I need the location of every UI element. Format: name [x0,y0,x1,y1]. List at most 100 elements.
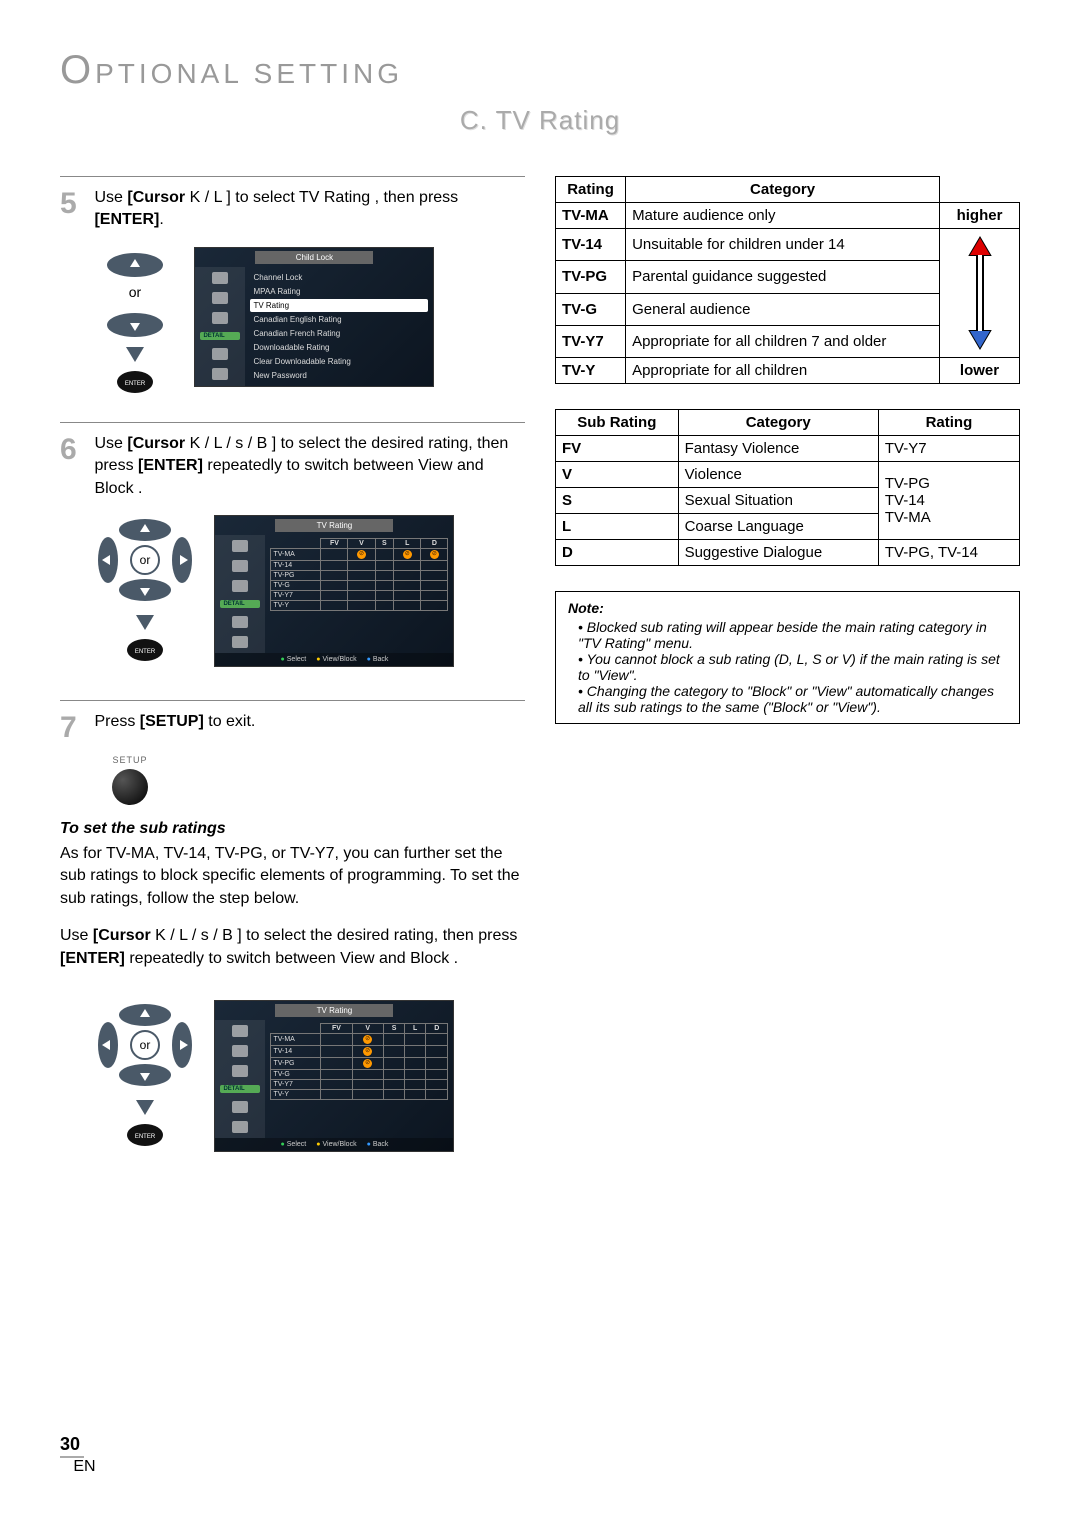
page-number-value: 30 [60,1434,84,1458]
osd1-item: Canadian French Rating [250,327,428,340]
step-7-text: Press [SETUP] to exit. [94,711,524,733]
header-rest: PTIONAL SETTING [95,58,403,89]
table-row: Appropriate for all children 7 and older [626,325,940,357]
osd2-grid: FV V S L D TV-MA⊘⊘⊘ TV-14 TV-PG [265,535,453,653]
svg-text:or: or [129,284,142,300]
table-row: TV-MA [556,203,626,229]
osd-sidebar-icon [212,292,228,304]
block-icon: ⊘ [357,550,366,559]
table-row: Coarse Language [678,514,878,540]
table-row: FV [556,436,679,462]
osd1-item: Clear Downloadable Rating [250,355,428,368]
remote-dpad-cross-2: or ENTER [90,1000,200,1165]
note-box: Note: Blocked sub rating will appear bes… [555,591,1020,724]
page-number: 30 EN [60,1434,96,1476]
osd-sidebar-icon [232,560,248,572]
note-item: You cannot block a sub rating (D, L, S o… [578,651,1007,683]
sub-rating-table: Sub Rating Category Rating FV Fantasy Vi… [555,409,1020,566]
table1-header-category: Category [626,177,940,203]
osd-sidebar-icon [232,540,248,552]
sub-ratings-heading: To set the sub ratings [60,820,525,838]
rating-category-table: Rating Category TV-MA Mature audience on… [555,176,1020,384]
step-7-block: 7 Press [SETUP] to exit. SETUP To set th… [60,700,525,1185]
lower-label: lower [940,358,1020,384]
block-icon: ⊘ [363,1059,372,1068]
table-row: TV-PG, TV-14 [878,540,1019,566]
osd1-title: Child Lock [255,251,373,264]
osd-sidebar-icon [232,1025,248,1037]
setup-circle-icon [112,769,148,805]
table-row: Sexual Situation [678,488,878,514]
osd-detail-tag: DETAIL [220,600,260,608]
setup-button-graphic: SETUP [100,755,160,805]
osd-detail-tag: DETAIL [220,1085,260,1093]
table-row: TV-Y [556,358,626,384]
osd-sidebar-icon [232,1101,248,1113]
table2-header-rating: Rating [878,410,1019,436]
osd-sidebar-icon [232,636,248,648]
remote-dpad-vertical: or ENTER [90,247,180,402]
sub-ratings-body-2: Use [Cursor K / L / s / B ] to select th… [60,925,525,970]
osd-sidebar-icon [212,368,228,380]
table-row: Appropriate for all children [626,358,940,384]
table-row: Mature audience only [626,203,940,229]
table2-header-category: Category [678,410,878,436]
step-5-block: 5 Use [Cursor K / L ] to select TV Ratin… [60,176,525,422]
step-6-block: 6 Use [Cursor K / L / s / B ] to select … [60,422,525,700]
table-row: TV-G [556,293,626,325]
osd-footer: Select View/Block Back [215,1138,453,1151]
table-row: TV-14 [556,229,626,261]
osd-tv-rating-1: TV Rating DETAIL [214,515,454,667]
svg-text:or: or [140,553,151,567]
table1-header-rating: Rating [556,177,626,203]
osd-sidebar-icon [212,272,228,284]
page-lang: EN [73,1458,95,1475]
table-row: Unsuitable for children under 14 [626,229,940,261]
section-title: C. TV Rating [60,105,1020,136]
double-arrow-icon [965,233,995,353]
block-icon: ⊘ [403,550,412,559]
table2-header-sub: Sub Rating [556,410,679,436]
osd-sidebar-icon [212,348,228,360]
table-row: Fantasy Violence [678,436,878,462]
step-5-number: 5 [60,187,90,221]
osd-sidebar-icon [232,1065,248,1077]
table-row: TV-Y7 [556,325,626,357]
osd1-item: Downloadable Rating [250,341,428,354]
step-5-text: Use [Cursor K / L ] to select TV Rating … [94,187,524,232]
table-row: Suggestive Dialogue [678,540,878,566]
header-letter-o: O [60,50,95,90]
table-row: L [556,514,679,540]
table-row: V [556,462,679,488]
remote-dpad-cross: or ENTER [90,515,200,680]
osd-sidebar-icon [232,580,248,592]
merged-rating-cell: TV-PG TV-14 TV-MA [878,462,1019,540]
block-icon: ⊘ [430,550,439,559]
table-row: General audience [626,293,940,325]
osd3-title: TV Rating [275,1004,393,1017]
osd-sidebar-icon [212,312,228,324]
step-6-text: Use [Cursor K / L / s / B ] to select th… [94,433,524,500]
osd3-grid: FV V S L D TV-MA⊘ TV-14⊘ TV-PG⊘ [265,1020,453,1138]
table-row: Violence [678,462,878,488]
table-row: TV-PG [556,261,626,293]
svg-text:ENTER: ENTER [135,1134,156,1140]
osd-footer: Select View/Block Back [215,653,453,666]
note-title: Note: [568,600,1007,616]
osd-sidebar-icon [232,1121,248,1133]
table-row: S [556,488,679,514]
block-icon: ⊘ [363,1035,372,1044]
osd1-item: MPAA Rating [250,285,428,298]
block-icon: ⊘ [363,1047,372,1056]
osd1-item-selected: TV Rating [250,299,428,312]
note-item: Blocked sub rating will appear beside th… [578,619,1007,651]
osd-sidebar: DETAIL [215,1020,265,1138]
table-row: D [556,540,679,566]
osd-sidebar-icon [232,1045,248,1057]
osd2-title: TV Rating [275,519,393,532]
osd1-item: New Password [250,369,428,382]
osd-detail-tag: DETAIL [200,332,240,340]
osd1-menu: Channel Lock MPAA Rating TV Rating Canad… [245,267,433,386]
table-row: Parental guidance suggested [626,261,940,293]
svg-text:ENTER: ENTER [135,649,156,655]
